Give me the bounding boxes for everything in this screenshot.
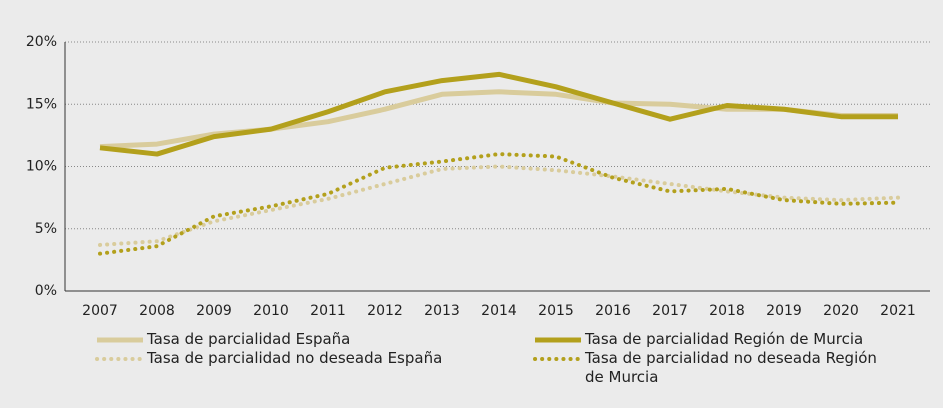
- x-tick-label: 2007: [82, 303, 118, 319]
- x-tick-label: 2016: [595, 303, 631, 319]
- x-tick-label: 2017: [652, 303, 688, 319]
- x-tick-label: 2009: [196, 303, 232, 319]
- x-tick-label: 2021: [880, 303, 916, 319]
- y-tick-label: 10%: [26, 159, 57, 175]
- x-tick-label: 2015: [538, 303, 574, 319]
- x-tick-label: 2008: [139, 303, 175, 319]
- y-tick-label: 0%: [35, 283, 57, 299]
- y-tick-label: 20%: [26, 34, 57, 50]
- x-tick-label: 2012: [367, 303, 403, 319]
- x-tick-label: 2018: [709, 303, 745, 319]
- x-tick-label: 2013: [424, 303, 460, 319]
- x-tick-label: 2011: [310, 303, 346, 319]
- legend-label: Tasa de parcialidad no deseada Región de…: [585, 349, 877, 386]
- y-tick-label: 5%: [35, 221, 57, 237]
- legend-label: Tasa de parcialidad España: [147, 330, 351, 348]
- y-tick-label: 15%: [26, 96, 57, 112]
- series-line: [98, 164, 900, 247]
- x-tick-label: 2020: [823, 303, 859, 319]
- x-tick-label: 2010: [253, 303, 289, 319]
- series-line: [99, 71, 898, 157]
- series-line: [98, 152, 900, 256]
- x-tick-label: 2019: [766, 303, 802, 319]
- x-tick-label: 2014: [481, 303, 517, 319]
- legend-label: Tasa de parcialidad no deseada España: [147, 349, 443, 367]
- legend-label: Tasa de parcialidad Región de Murcia: [585, 330, 864, 348]
